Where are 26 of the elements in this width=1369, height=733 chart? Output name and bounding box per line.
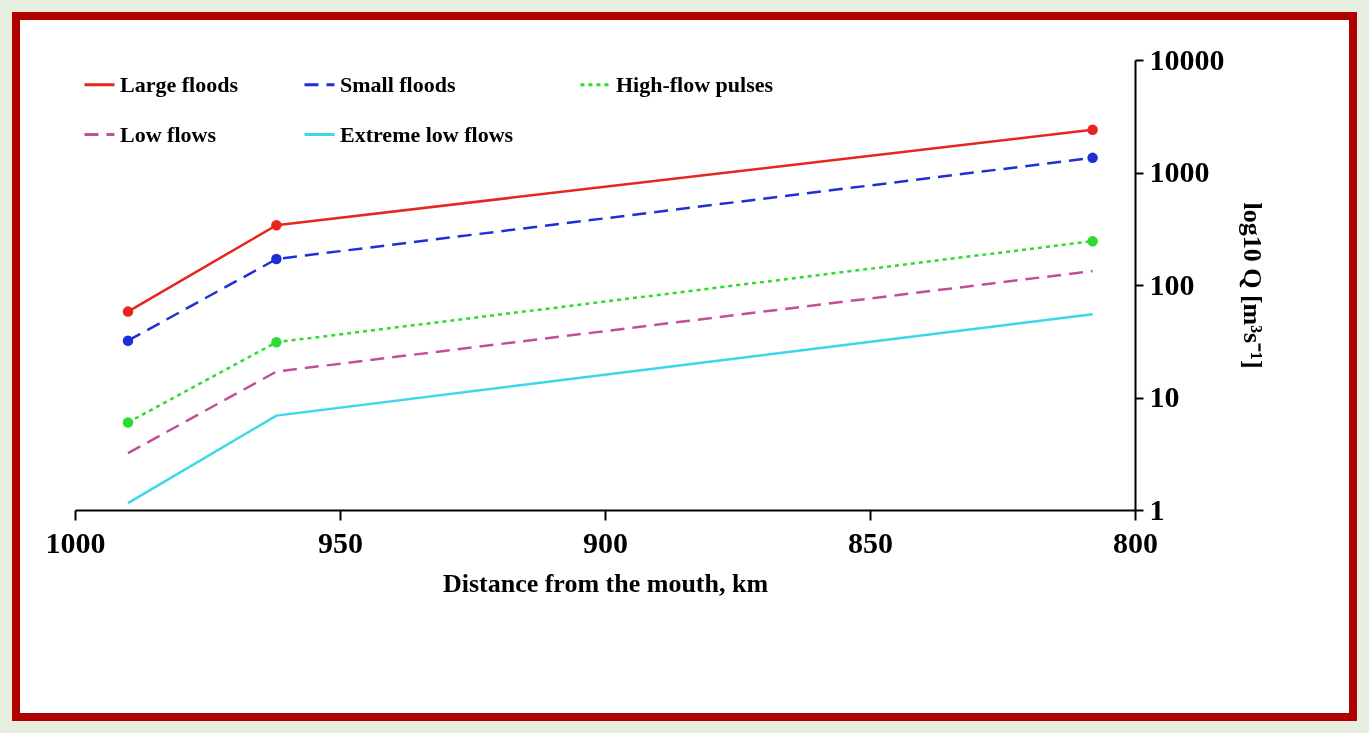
point	[271, 336, 282, 348]
point	[122, 306, 134, 317]
legend-label: Large floods	[120, 71, 239, 97]
point	[271, 253, 282, 265]
point	[1087, 124, 1098, 135]
x-axis-title: Distance from the mouth, km	[442, 568, 769, 598]
point	[271, 219, 282, 231]
point	[1087, 235, 1098, 247]
legend-label: High-flow pulses	[616, 71, 774, 97]
point	[122, 335, 134, 346]
x-tick-label: 850	[848, 525, 893, 559]
x-tick-label: 1000	[45, 525, 106, 559]
legend-label: Low flows	[120, 121, 217, 147]
y-tick-label: 100	[1149, 267, 1195, 301]
legend-label: Small floods	[340, 71, 456, 97]
legend-label: Extreme low flows	[340, 121, 514, 147]
x-tick-label: 950	[318, 525, 363, 559]
point	[1087, 152, 1098, 164]
y-tick-label: 1	[1149, 492, 1165, 526]
y-tick-label: 10	[1149, 380, 1180, 413]
y-tick-label: 10000	[1149, 42, 1225, 76]
x-tick-label: 800	[1113, 525, 1158, 559]
y-axis-title: log10 Q [m³s⁻¹]	[1237, 202, 1267, 369]
x-tick-label: 900	[583, 525, 628, 559]
y-tick-label: 1000	[1149, 155, 1210, 188]
point	[122, 417, 134, 428]
